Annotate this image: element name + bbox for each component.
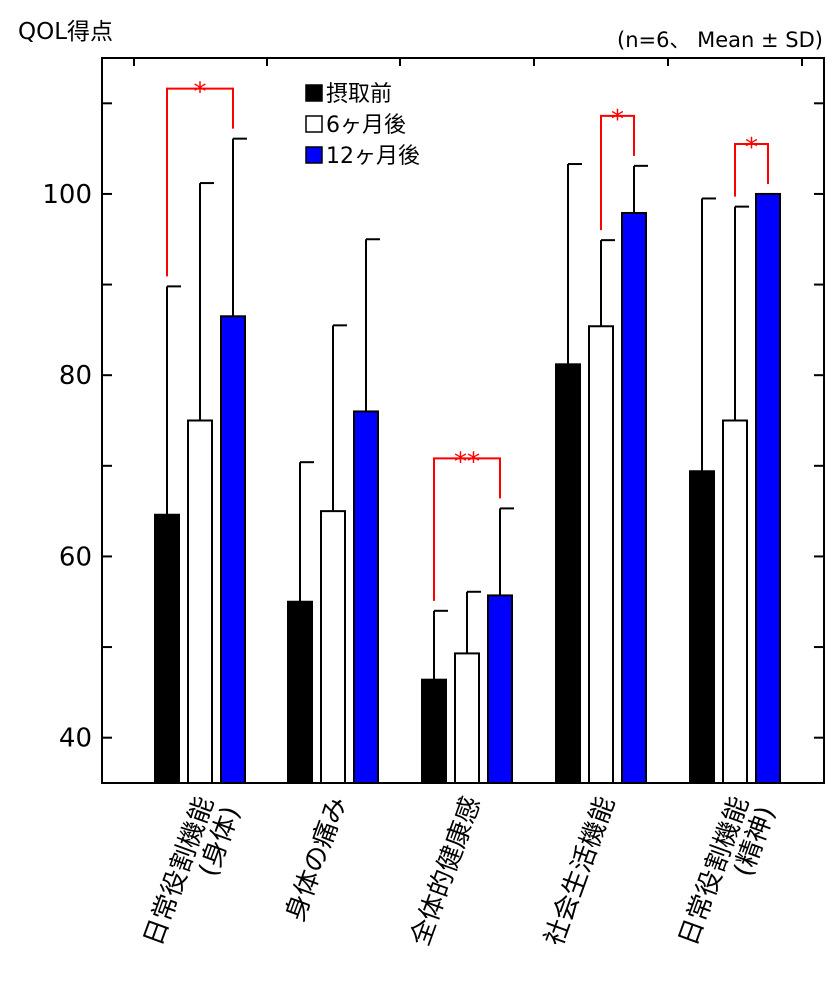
bar [689,470,715,784]
bar [755,192,781,784]
category-label-line: 全体的健康感 [406,793,488,950]
category-label: 日常役割機能(身体) [139,793,247,950]
bar [555,363,581,784]
legend-swatch [305,84,323,102]
bar [722,419,748,784]
category-label: 全体的健康感 [406,793,488,950]
bar [621,211,647,784]
legend-label: 12ヶ月後 [326,144,420,169]
significance-label: ** [454,447,480,477]
y-axis-label: QOL得点 [18,19,114,45]
y-tick-label: 100 [42,180,92,210]
bar [588,325,614,784]
y-tick-label: 80 [59,361,92,391]
significance-bracket [433,457,501,601]
bar [454,652,480,784]
legend-label: 摂取前 [326,82,392,107]
bar [154,513,180,784]
legend-swatch [305,115,323,133]
bar [287,600,313,784]
category-label: 社会生活機能 [540,793,622,950]
legend-label: 6ヶ月後 [326,113,406,138]
category-label-line: 社会生活機能 [540,793,622,950]
bar [320,510,346,784]
sample-note: (n=6、 Mean ± SD) [617,28,823,52]
significance-label: * [194,78,207,108]
category-label: 日常役割機能(精神) [674,793,782,950]
significance-bracket [734,142,769,197]
bar [487,594,513,784]
category-label: 身体の痛み [280,793,353,925]
significance-label: * [745,133,758,163]
y-tick-label: 40 [59,724,92,754]
bar [220,315,246,784]
significance-bracket [600,114,635,231]
significance-bracket [166,87,234,277]
category-label-line: 身体の痛み [280,793,353,925]
bar [187,419,213,784]
legend-swatch [305,146,323,164]
significance-label: * [611,105,624,135]
bar [421,678,447,784]
y-tick-label: 60 [59,542,92,572]
bar [353,410,379,784]
